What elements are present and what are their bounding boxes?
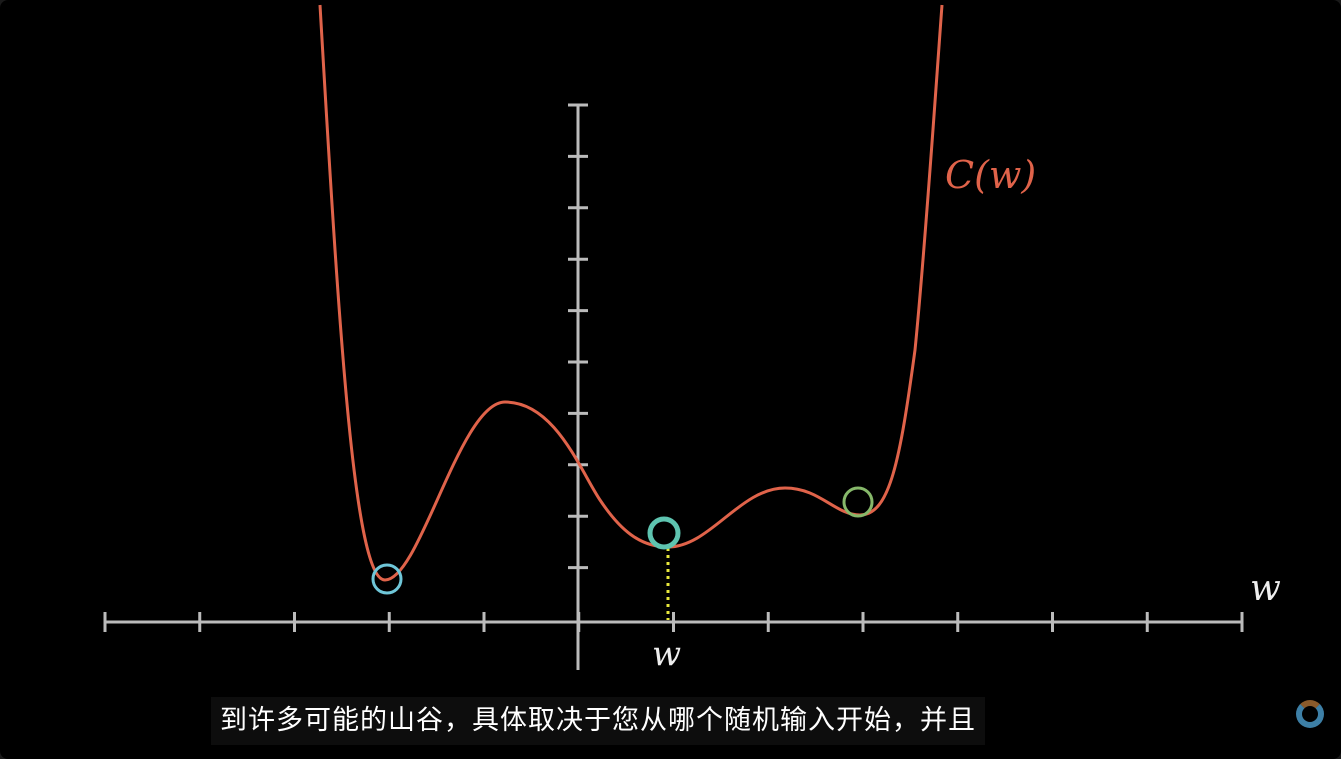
cost-curve <box>318 4 944 582</box>
curve-label: C(w) <box>945 153 1036 197</box>
ball-middle <box>647 516 681 550</box>
x-axis-ticks <box>103 612 1244 632</box>
marker-label-w: w <box>652 634 681 674</box>
ball-left <box>371 563 403 595</box>
ball-right <box>842 486 874 518</box>
subtitle-caption: 到许多可能的山谷，具体取决于您从哪个随机输入开始，并且 <box>211 697 985 745</box>
axis-label-w: w <box>1250 568 1281 609</box>
y-axis-ticks <box>568 103 588 570</box>
spinner-icon <box>1296 700 1324 728</box>
